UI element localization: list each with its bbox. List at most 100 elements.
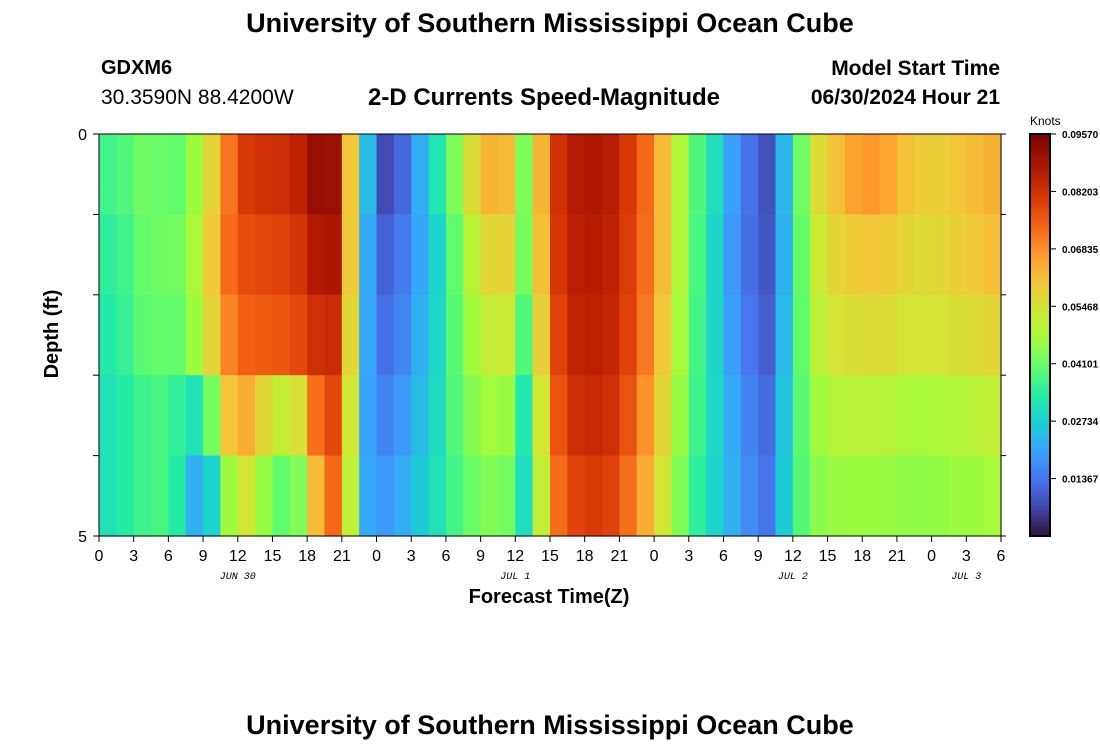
heatmap-cell — [584, 455, 603, 537]
heatmap-cell — [775, 294, 794, 376]
y-tick-label: 0 — [78, 127, 87, 144]
x-tick-label: 21 — [333, 548, 351, 565]
heatmap-cell — [497, 455, 516, 537]
heatmap-cell — [879, 214, 898, 296]
heatmap-cell — [931, 214, 950, 296]
heatmap-cell — [99, 214, 117, 296]
heatmap-cell — [428, 455, 447, 537]
heatmap-cell — [272, 375, 291, 457]
heatmap-cell — [324, 455, 343, 537]
x-tick-label: 12 — [506, 548, 524, 565]
heatmap-cell — [862, 134, 881, 215]
heatmap-cell — [810, 214, 829, 296]
heatmap-cell — [220, 375, 239, 457]
heatmap-cell — [896, 455, 915, 537]
heatmap-cell — [532, 294, 551, 376]
heatmap-cell — [307, 134, 326, 215]
heatmap-cell — [463, 375, 482, 457]
heatmap-cell — [758, 214, 777, 296]
heatmap-cell — [844, 375, 863, 457]
heatmap-cell — [445, 134, 464, 215]
heatmap-cell — [688, 455, 707, 537]
heatmap-cell — [237, 294, 256, 376]
heatmap-cell — [411, 134, 430, 215]
heatmap-cell — [376, 375, 395, 457]
heatmap-cell — [931, 134, 950, 215]
heatmap-cell — [740, 214, 759, 296]
heatmap-cell — [671, 375, 690, 457]
station-id: GDXM6 — [101, 57, 173, 79]
heatmap-cell — [272, 294, 291, 376]
heatmap-cell — [203, 214, 222, 296]
heatmap-cell — [272, 455, 291, 537]
colorbar — [1029, 133, 1051, 537]
heatmap-cell — [532, 375, 551, 457]
heatmap-cell — [497, 294, 516, 376]
heatmap-cell — [532, 455, 551, 537]
heatmap-cell — [185, 214, 204, 296]
heatmap-cell — [341, 294, 360, 376]
heatmap-cell — [862, 455, 881, 537]
date-label: JUL 2 — [778, 572, 808, 583]
x-tick-label: 0 — [95, 548, 104, 565]
heatmap-cell — [567, 214, 586, 296]
heatmap-cell — [376, 214, 395, 296]
heatmap-cell — [775, 375, 794, 457]
heatmap-cell — [619, 375, 638, 457]
heatmap-cell — [896, 375, 915, 457]
heatmap-cell — [359, 214, 378, 296]
colorbar-tick-label: 0.06835 — [1062, 245, 1099, 256]
date-label: JUL 3 — [951, 572, 981, 583]
heatmap-cell — [844, 134, 863, 215]
heatmap-cell — [550, 214, 568, 296]
heatmap-cell — [862, 375, 881, 457]
heatmap-cell — [619, 134, 638, 215]
heatmap-cell — [671, 294, 690, 376]
x-tick-label: 0 — [927, 548, 936, 565]
heatmap-cell — [879, 375, 898, 457]
x-tick-label: 6 — [441, 548, 450, 565]
heatmap-cell — [341, 214, 360, 296]
heatmap-cell — [185, 455, 204, 537]
heatmap-cell — [480, 455, 499, 537]
x-tick-label: 9 — [476, 548, 485, 565]
heatmap-cell — [497, 214, 516, 296]
heatmap-cell — [133, 455, 152, 537]
heatmap-cell — [550, 455, 568, 537]
heatmap-cell — [393, 375, 412, 457]
colorbar-tick-label: 0.04101 — [1062, 360, 1099, 371]
x-tick-label: 15 — [819, 548, 837, 565]
heatmap-cell — [810, 375, 829, 457]
heatmap-cell — [133, 134, 152, 215]
heatmap-cell — [359, 294, 378, 376]
heatmap-cell — [203, 455, 222, 537]
heatmap-cell — [480, 134, 499, 215]
heatmap-cell — [151, 214, 169, 296]
heatmap-cell — [983, 455, 1002, 537]
heatmap-cell — [896, 134, 915, 215]
heatmap-cell — [723, 455, 742, 537]
heatmap-cell — [706, 214, 725, 296]
x-tick-label: 21 — [610, 548, 628, 565]
heatmap-cell — [931, 294, 950, 376]
heatmap-cell — [411, 375, 430, 457]
heatmap-cell — [636, 134, 655, 215]
x-tick-label: 0 — [650, 548, 659, 565]
heatmap-cell — [723, 375, 742, 457]
chart-title: 2-D Currents Speed-Magnitude — [368, 84, 721, 111]
heatmap-cell — [931, 455, 950, 537]
heatmap-cell — [376, 134, 395, 215]
heatmap-cell — [324, 375, 343, 457]
heatmap-cell — [983, 294, 1002, 376]
heatmap-cell — [255, 375, 274, 457]
model-start-value: 06/30/2024 Hour 21 — [810, 86, 1000, 109]
heatmap-cell — [567, 294, 586, 376]
heatmap-cell — [879, 134, 898, 215]
heatmap-cell — [289, 455, 308, 537]
heatmap-cell — [636, 214, 655, 296]
heatmap-cell — [706, 134, 725, 215]
heatmap-cell — [99, 375, 117, 457]
heatmap-cell — [983, 134, 1002, 215]
heatmap-cell — [792, 375, 811, 457]
heatmap-cell — [879, 294, 898, 376]
